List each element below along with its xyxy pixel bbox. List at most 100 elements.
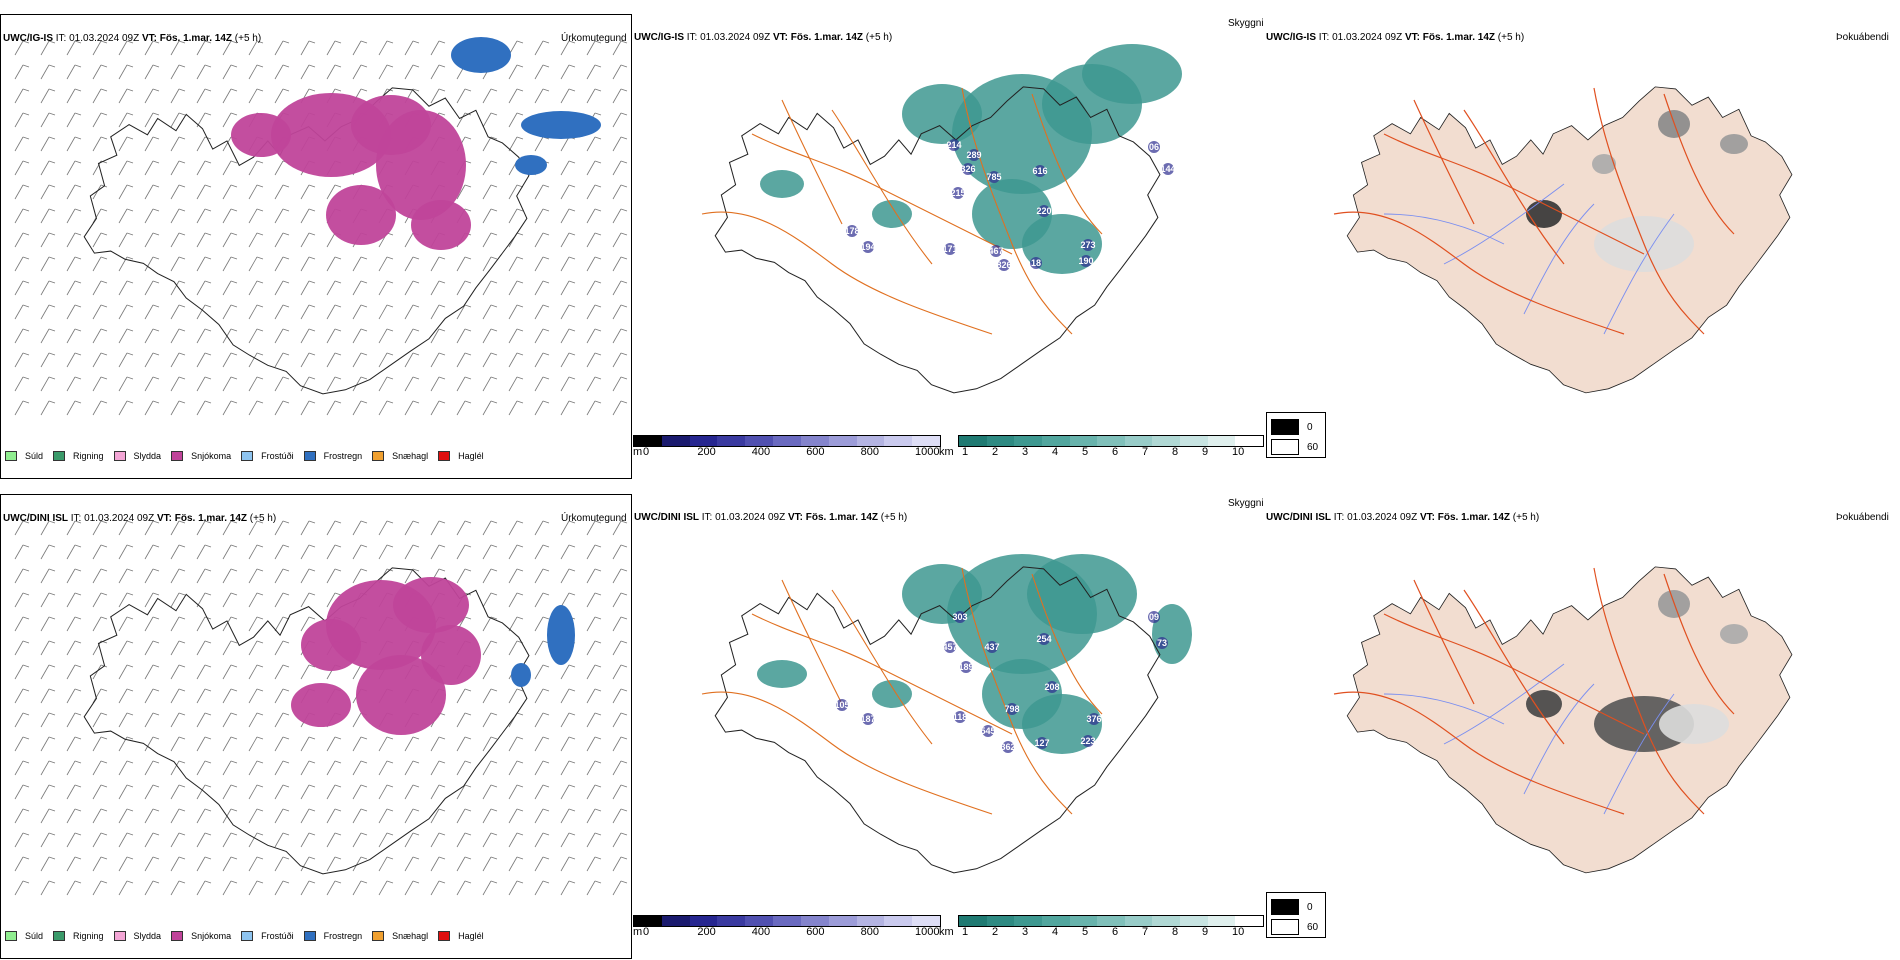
wind-barb-flag xyxy=(334,64,342,68)
wind-barb-flag xyxy=(282,784,290,788)
wind-barb-flag xyxy=(308,568,316,572)
wind-barb-flag xyxy=(126,376,134,380)
wind-barb xyxy=(560,184,570,200)
wind-barb xyxy=(196,784,206,800)
wind-barb-flag xyxy=(594,688,602,692)
wind-barb xyxy=(612,760,622,776)
elevation-colorbar xyxy=(633,435,941,447)
wind-barb-flag xyxy=(74,544,82,548)
wind-barb xyxy=(222,400,232,416)
wind-barb-flag xyxy=(74,880,82,884)
wind-barb-flag xyxy=(48,280,56,284)
wind-barb-flag xyxy=(204,760,212,764)
wind-barb-flag xyxy=(230,280,238,284)
legend-label: Súld xyxy=(25,931,44,941)
wind-barb xyxy=(66,736,76,752)
wind-barb xyxy=(404,544,414,560)
wind-barb-flag xyxy=(152,400,160,404)
fog-indicator-area xyxy=(1720,624,1748,644)
wind-barb-flag xyxy=(412,808,420,812)
wind-barb-flag xyxy=(230,880,238,884)
wind-barb-flag xyxy=(490,832,498,836)
colorbar-segment xyxy=(1097,916,1125,926)
wind-barb-flag xyxy=(334,256,342,260)
model-name: UWC/IG-IS xyxy=(1266,32,1316,43)
wind-barb-flag xyxy=(438,760,446,764)
wind-barb-flag xyxy=(490,88,498,92)
wind-barb xyxy=(196,376,206,392)
wind-barb-flag xyxy=(620,736,628,740)
wind-barb xyxy=(430,280,440,296)
wind-barb xyxy=(612,736,622,752)
wind-barb-flag xyxy=(230,544,238,548)
elevation-marker xyxy=(1038,633,1050,645)
wind-barb-flag xyxy=(126,544,134,548)
wind-barb-flag xyxy=(282,544,290,548)
low-visibility-area xyxy=(757,660,807,688)
wind-barb xyxy=(482,664,492,680)
wind-barb xyxy=(612,568,622,584)
wind-barb xyxy=(144,688,154,704)
wind-barb xyxy=(170,400,180,416)
wind-barb xyxy=(326,808,336,824)
wind-barb xyxy=(170,160,180,176)
wind-barb-flag xyxy=(22,712,30,716)
wind-barb-flag xyxy=(620,640,628,644)
wind-barb xyxy=(482,280,492,296)
wind-barb-flag xyxy=(334,880,342,884)
vt-value: Fös. 1.mar. 14Z xyxy=(790,32,864,43)
wind-barb-flag xyxy=(308,760,316,764)
wind-barb xyxy=(274,64,284,80)
wind-barb xyxy=(222,616,232,632)
wind-barb-flag xyxy=(568,352,576,356)
wind-barb-flag xyxy=(22,304,30,308)
snow-area xyxy=(291,683,351,727)
colorbar-segment xyxy=(661,916,690,926)
road-line xyxy=(781,579,843,705)
wind-barb xyxy=(534,520,544,536)
wind-barb-flag xyxy=(490,376,498,380)
cloud-base-label: 254 xyxy=(1036,634,1051,644)
wind-barb xyxy=(118,304,128,320)
wind-barb xyxy=(14,160,24,176)
wind-barb-flag xyxy=(308,808,316,812)
road-line xyxy=(831,109,933,265)
wind-barb-flag xyxy=(438,400,446,404)
wind-barb-flag xyxy=(74,856,82,860)
wind-barb xyxy=(66,352,76,368)
wind-barb-flag xyxy=(204,688,212,692)
wind-barb-flag xyxy=(620,328,628,332)
wind-barb-flag xyxy=(360,856,368,860)
wind-barb-flag xyxy=(438,880,446,884)
wind-barb-flag xyxy=(386,832,394,836)
wind-barb xyxy=(66,232,76,248)
wind-barb-flag xyxy=(542,592,550,596)
wind-barb-flag xyxy=(126,808,134,812)
river-line xyxy=(1383,693,1505,725)
road-line xyxy=(1031,573,1103,715)
wind-barb xyxy=(560,256,570,272)
wind-barb-flag xyxy=(308,664,316,668)
wind-barb xyxy=(456,688,466,704)
wind-barb-flag xyxy=(412,832,420,836)
wind-barb-flag xyxy=(542,376,550,380)
wind-barb xyxy=(14,136,24,152)
wind-barb-flag xyxy=(100,880,108,884)
wind-barb-flag xyxy=(568,304,576,308)
vt-label: VT: xyxy=(141,33,157,44)
wind-barb xyxy=(66,112,76,128)
wind-barb xyxy=(456,808,466,824)
wind-barb xyxy=(40,400,50,416)
wind-barb-flag xyxy=(308,208,316,212)
wind-barb xyxy=(534,784,544,800)
wind-barb-flag xyxy=(230,520,238,524)
cloud-base-label: 467 xyxy=(988,246,1003,256)
wind-barb xyxy=(222,520,232,536)
wind-barb xyxy=(300,616,310,632)
wind-barb-flag xyxy=(360,808,368,812)
wind-barb-flag xyxy=(490,616,498,620)
wind-barb xyxy=(144,256,154,272)
colorbar-segment xyxy=(1014,436,1042,446)
wind-barb xyxy=(560,760,570,776)
